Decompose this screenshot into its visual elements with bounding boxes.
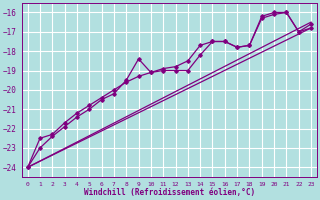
X-axis label: Windchill (Refroidissement éolien,°C): Windchill (Refroidissement éolien,°C) bbox=[84, 188, 255, 197]
